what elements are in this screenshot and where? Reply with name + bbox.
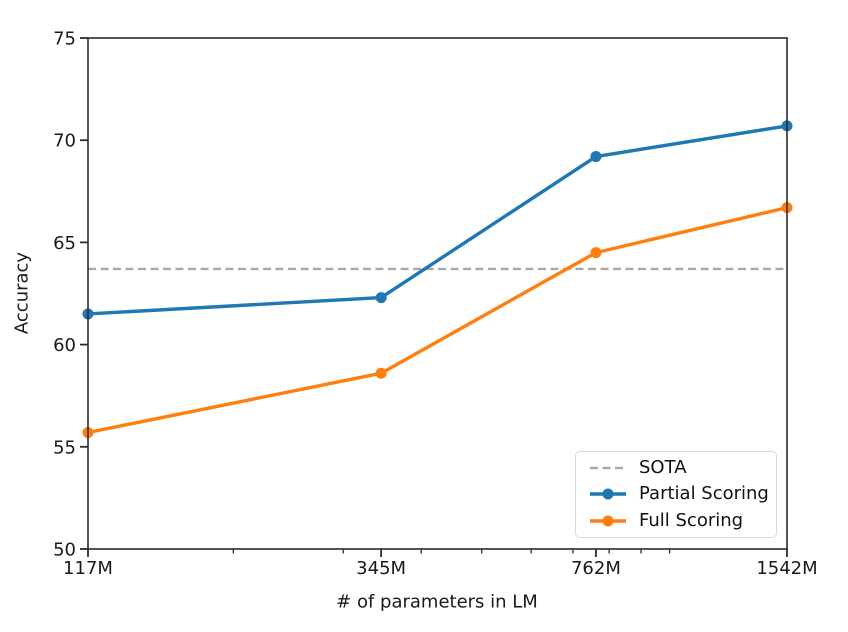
partial-scoring-line-sample xyxy=(590,488,626,500)
y-tick-label: 65 xyxy=(53,233,76,254)
legend: SOTA Partial Scoring Full Scoring xyxy=(575,451,777,538)
legend-item-full-scoring: Full Scoring xyxy=(589,509,776,531)
sota-dashed-line-sample xyxy=(590,466,626,470)
y-tick-label: 55 xyxy=(53,437,76,458)
y-tick-label: 75 xyxy=(53,29,76,50)
legend-label-partial-scoring: Partial Scoring xyxy=(639,483,769,505)
partial-scoring-marker-sample xyxy=(602,488,614,500)
x-tick-label: 117M xyxy=(63,558,113,579)
y-tick-label: 70 xyxy=(53,131,76,152)
legend-label-sota: SOTA xyxy=(639,457,687,479)
partial-scoring-marker-345M xyxy=(375,292,387,304)
legend-label-full-scoring: Full Scoring xyxy=(639,509,744,531)
full-scoring-line xyxy=(86,205,789,435)
y-axis-title: Accuracy xyxy=(11,251,33,335)
y-tick-label: 60 xyxy=(53,335,76,356)
full-scoring-line-sample xyxy=(590,515,626,527)
partial-scoring-marker-762M xyxy=(590,151,602,163)
x-tick-label: 345M xyxy=(356,558,406,579)
full-scoring-marker-sample xyxy=(602,515,614,527)
partial-scoring-line xyxy=(86,124,789,316)
legend-item-partial-scoring: Partial Scoring xyxy=(589,485,776,503)
x-tick-label: 762M xyxy=(571,558,621,579)
legend-item-sota: SOTA xyxy=(589,459,776,477)
x-axis-title: # of parameters in LM xyxy=(336,591,538,613)
plot-border xyxy=(87,37,788,550)
full-scoring-marker-762M xyxy=(590,247,602,259)
y-tick-label: 50 xyxy=(53,540,76,561)
x-tick-label: 1542M xyxy=(756,558,817,579)
full-scoring-marker-345M xyxy=(375,367,387,379)
